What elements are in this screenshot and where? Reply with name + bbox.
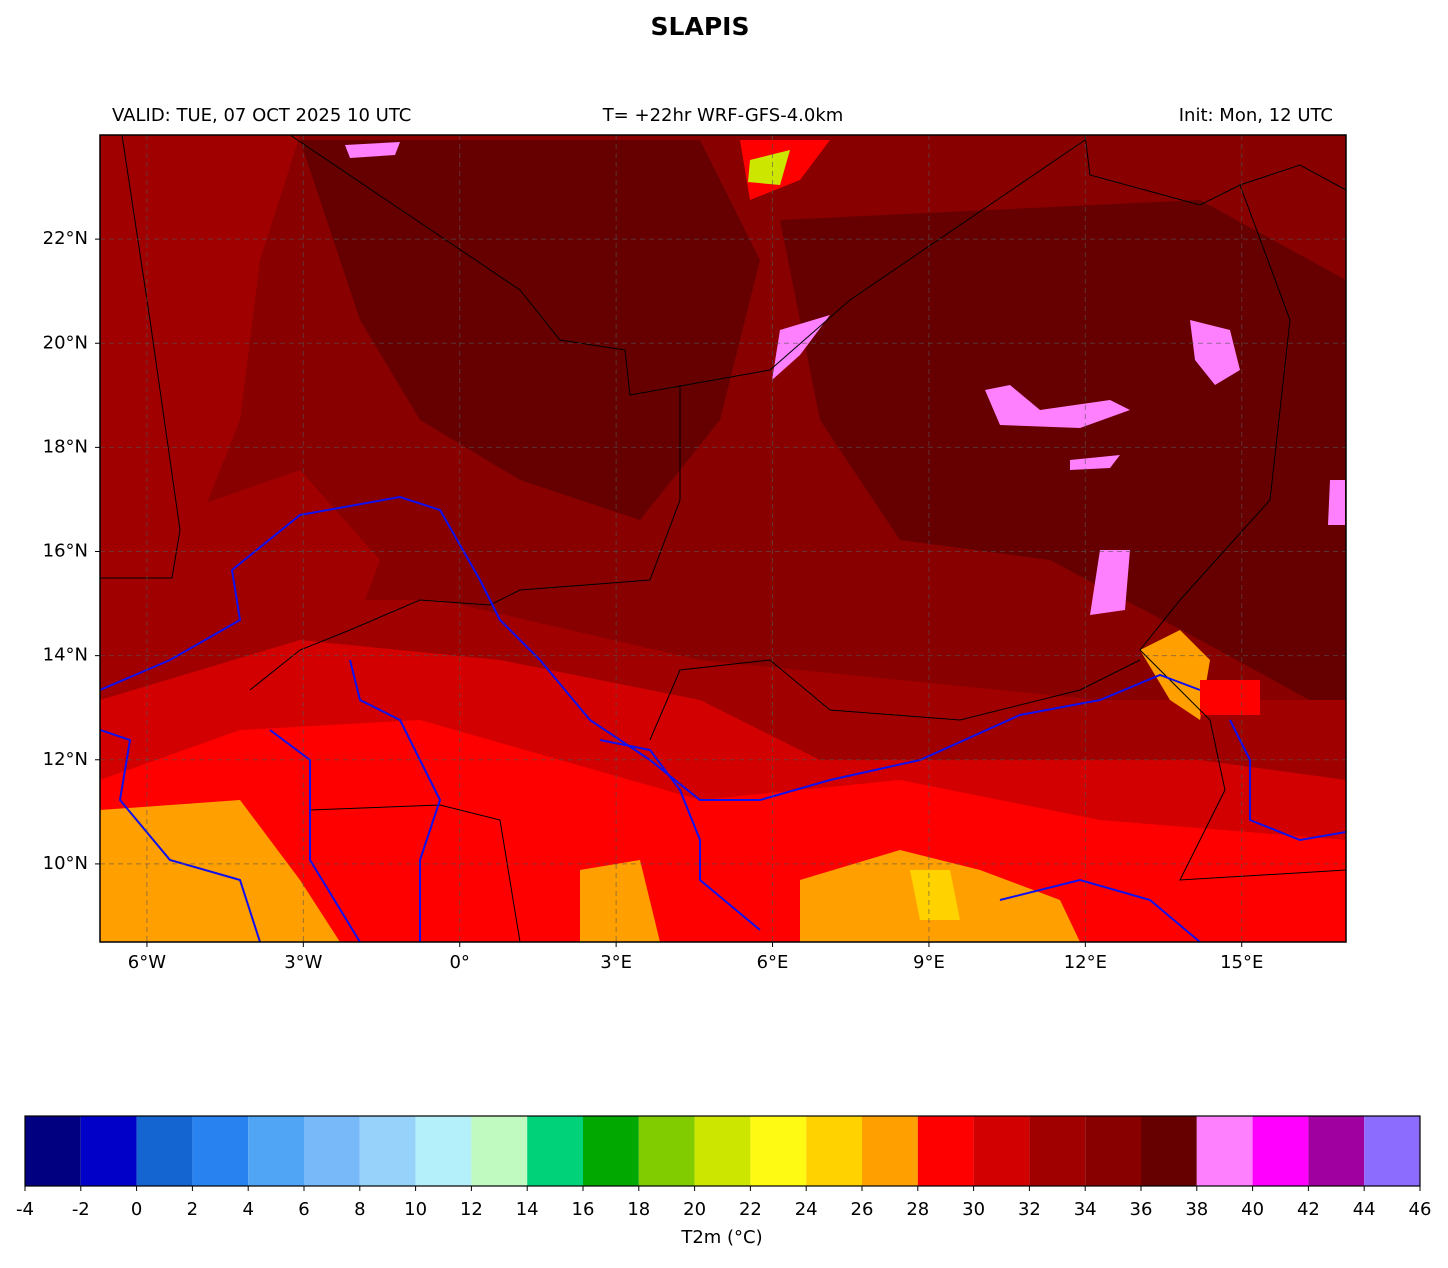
colorbar-tick-label: 24 [795,1199,818,1220]
colorbar-bin [1308,1116,1365,1186]
colorbar-tick-label: 22 [739,1199,762,1220]
colorbar-frame [24,1115,1421,1187]
colorbar-tick-label: 30 [962,1199,985,1220]
colorbar-bin [304,1116,360,1186]
colorbar-bin [1196,1116,1253,1186]
x-tick-label: 3°E [600,952,632,973]
colorbar-tick-label: 20 [683,1199,706,1220]
colorbar-tick-label: 46 [1409,1199,1432,1220]
colorbar-tick-label: 8 [354,1199,365,1220]
x-tick-label: 6°W [128,952,166,973]
colorbar-tick-label: 38 [1185,1199,1208,1220]
colorbar-bin [638,1116,695,1186]
colorbar-bin [862,1116,918,1186]
colorbar-tick-label: -4 [16,1199,34,1220]
colorbar-bin [750,1116,807,1186]
y-tick-label: 14°N [43,645,88,666]
colorbar-tick-label: 34 [1074,1199,1097,1220]
y-tick-label: 12°N [43,749,88,770]
colorbar-tick-label: 14 [516,1199,539,1220]
colorbar-bin [527,1116,583,1186]
x-tick-label: 9°E [913,952,945,973]
title: SLAPIS [651,12,750,41]
x-tick-label: 0° [449,952,469,973]
y-tick-label: 18°N [43,436,88,457]
temperature-field [100,135,1346,942]
init-time: Init: Mon, 12 UTC [1179,105,1333,126]
colorbar-bin [192,1116,249,1186]
colorbar-bin [694,1116,751,1186]
colorbar-bin [1364,1116,1420,1186]
y-tick-label: 22°N [43,228,88,249]
colorbar-tick-label: 32 [1018,1199,1041,1220]
colorbar-bin [583,1116,639,1186]
colorbar-bin [248,1116,304,1186]
graticule [95,135,1346,947]
colorbar-bin [136,1116,193,1186]
colorbar-bin [415,1116,472,1186]
colorbar-tick-label: 26 [851,1199,874,1220]
colorbar-bin [1085,1116,1141,1186]
colorbar-tick-label: 10 [404,1199,427,1220]
x-tick-label: 6°E [757,952,789,973]
colorbar-tick-label: 28 [906,1199,929,1220]
colorbar-bin [359,1116,416,1186]
colorbar-bin [917,1116,974,1186]
y-tick-label: 20°N [43,332,88,353]
colorbar-bin [80,1116,137,1186]
colorbar-tick-label: 0 [131,1199,142,1220]
y-tick-label: 16°N [43,541,88,562]
x-tick-label: 3°W [284,952,322,973]
colorbar-tick-label: 12 [460,1199,483,1220]
colorbar-bin [1029,1116,1086,1186]
x-tick-label: 12°E [1064,952,1107,973]
colorbar-tick-label: 40 [1241,1199,1264,1220]
valid-time: VALID: TUE, 07 OCT 2025 10 UTC [112,105,411,126]
colorbar-tick-label: 36 [1130,1199,1153,1220]
colorbar-tick-label: 2 [187,1199,198,1220]
colorbar-tick-label: 16 [572,1199,595,1220]
colorbar-tick-label: 6 [298,1199,309,1220]
colorbar-tick-label: 18 [627,1199,650,1220]
map-frame [99,134,1347,943]
colorbar-label: T2m (°C) [680,1227,762,1248]
colorbar-bin [806,1116,862,1186]
colorbar-bin [471,1116,528,1186]
colorbar-tick-label: 4 [242,1199,253,1220]
y-tick-label: 10°N [43,853,88,874]
colorbar-bin [1252,1116,1309,1186]
x-tick-label: 15°E [1220,952,1263,973]
colorbar-tick-label: -2 [72,1199,90,1220]
colorbar-tick-label: 42 [1297,1199,1320,1220]
colorbar-bin [973,1116,1030,1186]
colorbar-bin [1141,1116,1197,1186]
colorbar-tick-label: 44 [1353,1199,1376,1220]
run-info: T= +22hr WRF-GFS-4.0km [602,105,844,126]
colorbar: -4 -2 0 2 4 6 8 10 12 14 16 18 20 22 24 26 28 30 32 34 36 38 4… [16,1115,1432,1220]
colorbar-bin [25,1116,81,1186]
